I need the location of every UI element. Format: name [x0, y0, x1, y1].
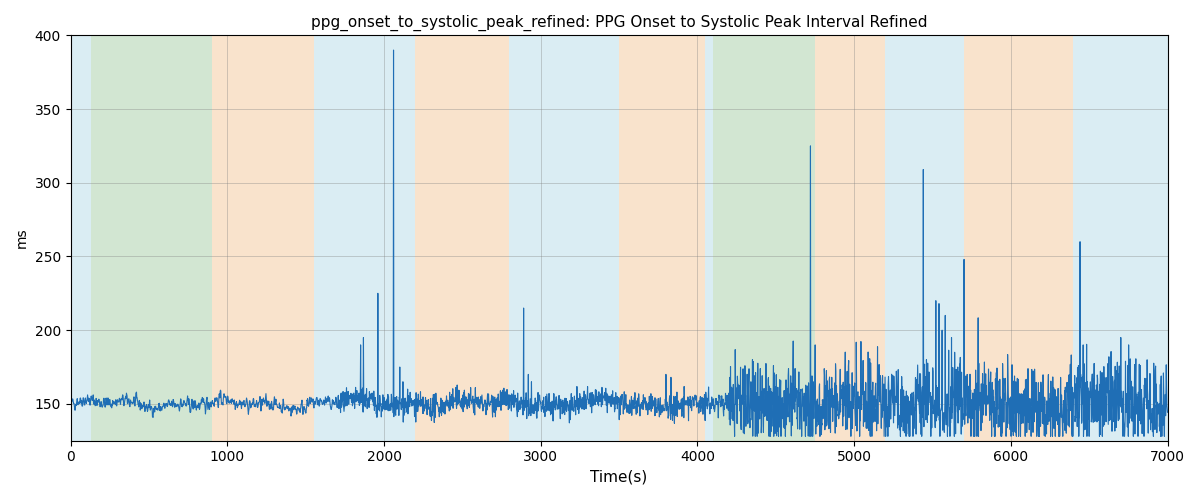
Bar [886, 36, 964, 440]
Bar [713, 36, 815, 440]
Bar [71, 36, 91, 440]
Title: ppg_onset_to_systolic_peak_refined: PPG Onset to Systolic Peak Interval Refined: ppg_onset_to_systolic_peak_refined: PPG … [311, 15, 928, 31]
X-axis label: Time(s): Time(s) [590, 470, 648, 485]
Bar [509, 36, 619, 440]
Bar [1074, 36, 1168, 440]
Y-axis label: ms: ms [16, 228, 29, 248]
Bar [313, 36, 415, 440]
Bar [964, 36, 1074, 440]
Bar [815, 36, 886, 440]
Bar [415, 36, 509, 440]
Bar [706, 36, 713, 440]
Bar [91, 36, 211, 440]
Bar [619, 36, 706, 440]
Bar [211, 36, 313, 440]
